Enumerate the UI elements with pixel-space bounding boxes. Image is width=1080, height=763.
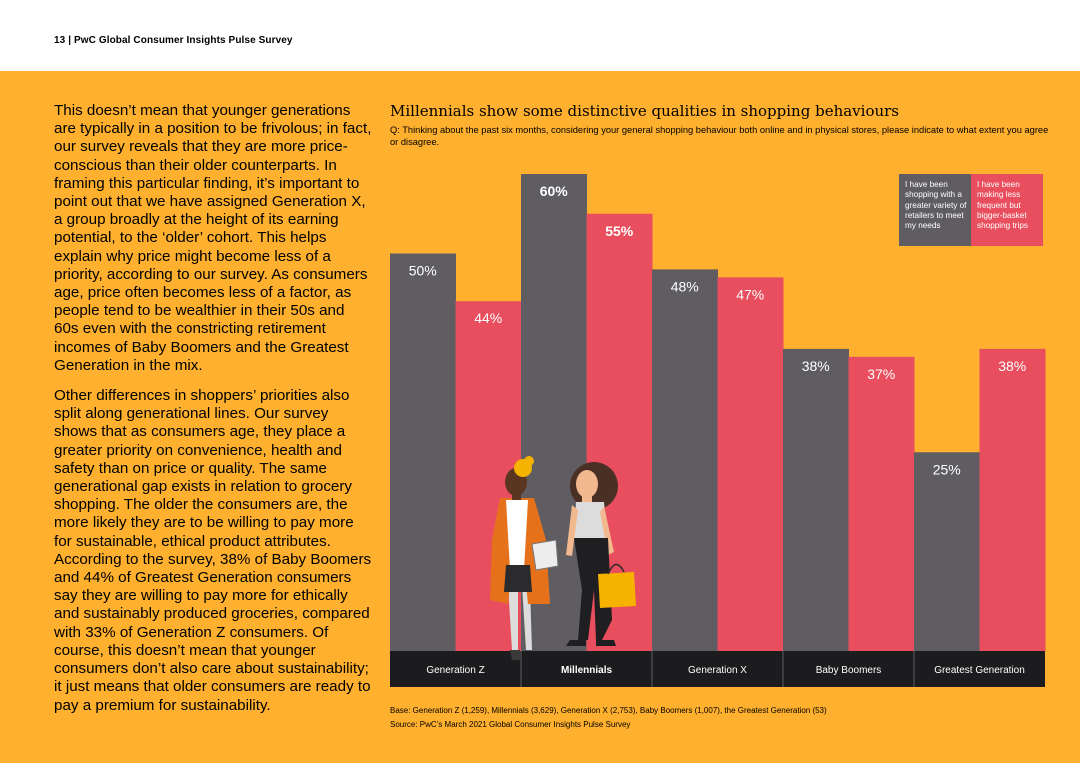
bar-greatest-generation-bigger-basket bbox=[979, 348, 1046, 651]
legend-item-variety-of-retailers: I have been shopping with a greater vari… bbox=[899, 174, 971, 246]
data-label: 44% bbox=[474, 310, 502, 326]
x-tick-label: Generation X bbox=[688, 665, 747, 676]
legend-item-bigger-basket-trips: I have been making less frequent but big… bbox=[971, 174, 1043, 246]
chart-title: Millennials show some distinctive qualit… bbox=[390, 102, 900, 120]
body-copy: This doesn’t mean that younger generatio… bbox=[54, 102, 372, 727]
bar-generation-z-variety bbox=[390, 253, 456, 651]
page-header: 13 | PwC Global Consumer Insights Pulse … bbox=[0, 0, 1080, 71]
chart-legend: I have been shopping with a greater vari… bbox=[899, 174, 1043, 246]
x-tick-label: Generation Z bbox=[426, 665, 484, 676]
bar-greatest-generation-variety bbox=[914, 452, 980, 651]
footnote-base: Base: Generation Z (1,259), Millennials … bbox=[390, 706, 827, 715]
woman-right-figure bbox=[566, 462, 636, 646]
bar-baby-boomers-bigger-basket bbox=[848, 356, 915, 651]
bar-baby-boomers-variety bbox=[783, 348, 849, 651]
data-label: 25% bbox=[933, 461, 961, 477]
x-tick-label: Millennials bbox=[561, 665, 613, 676]
data-label: 48% bbox=[671, 278, 699, 294]
shoppers-illustration bbox=[490, 456, 636, 660]
footnote-source: Source: PwC’s March 2021 Global Consumer… bbox=[390, 720, 631, 729]
body-paragraph-2: Other differences in shoppers’ prioritie… bbox=[54, 387, 372, 714]
data-label: 38% bbox=[998, 358, 1026, 374]
data-label: 38% bbox=[802, 358, 830, 374]
header-title: 13 | PwC Global Consumer Insights Pulse … bbox=[54, 35, 293, 46]
bar-generation-x-bigger-basket bbox=[717, 277, 784, 651]
bar-generation-x-variety bbox=[652, 269, 718, 651]
data-label: 37% bbox=[867, 366, 895, 382]
bars-layer: 50% 44% 60% 55% 48% 47% 38% 37% 25% 38% Generation… bbox=[390, 174, 1046, 687]
x-tick-label: Baby Boomers bbox=[816, 665, 882, 676]
data-label: 60% bbox=[540, 183, 569, 199]
chart-footnotes: Base: Generation Z (1,259), Millennials … bbox=[390, 704, 827, 732]
data-label: 50% bbox=[409, 263, 437, 279]
woman-left-figure bbox=[490, 456, 559, 660]
chart-question: Q: Thinking about the past six months, c… bbox=[390, 125, 1049, 147]
x-axis-band bbox=[390, 651, 1045, 687]
data-label: 47% bbox=[736, 286, 764, 302]
x-tick-label: Greatest Generation bbox=[934, 665, 1025, 676]
data-label: 55% bbox=[605, 223, 634, 239]
body-paragraph-1: This doesn’t mean that younger generatio… bbox=[54, 102, 372, 374]
